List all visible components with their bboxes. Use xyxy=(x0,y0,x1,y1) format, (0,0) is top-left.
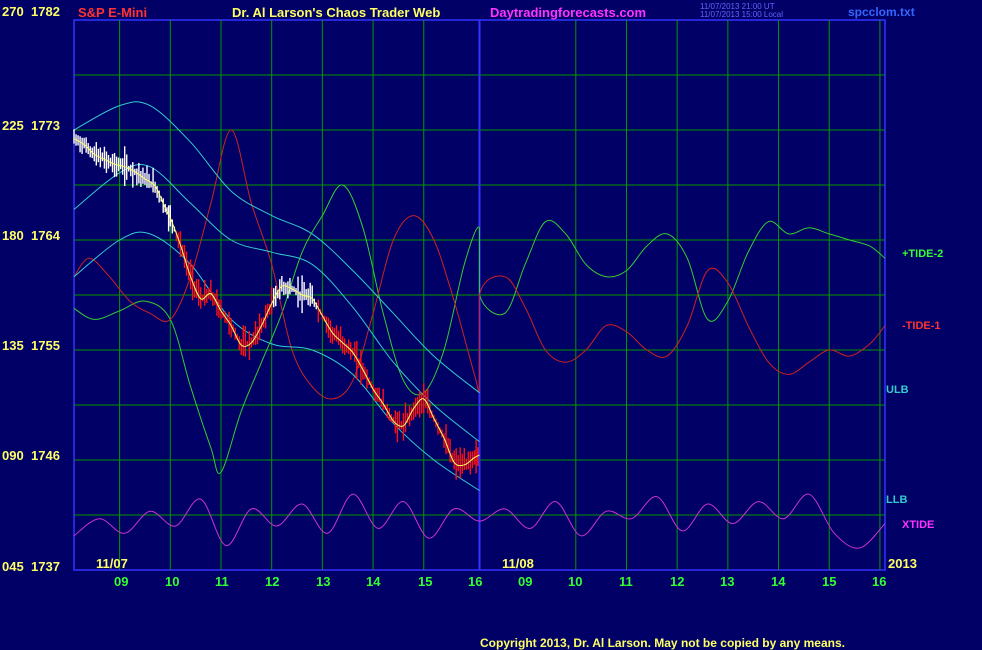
llb-label: LLB xyxy=(886,494,908,506)
y-tick-angle-180: 180 xyxy=(2,228,24,243)
x-tick-d1-16: 16 xyxy=(468,574,483,589)
x-tick-d1-14: 14 xyxy=(366,574,381,589)
tide2-label: +TIDE-2 xyxy=(902,248,944,260)
date-label-day1: 11/07 xyxy=(96,556,128,571)
year-label: 2013 xyxy=(888,556,917,571)
tide1-label: -TIDE-1 xyxy=(902,320,941,332)
band-mid-line xyxy=(73,163,480,443)
x-tick-d1-12: 12 xyxy=(265,574,280,589)
site-label: Daytradingforecasts.com xyxy=(490,5,647,20)
file-label: spcclom.txt xyxy=(848,5,915,19)
x-tick-d1-15: 15 xyxy=(418,574,433,589)
x-tick-d1-11: 11 xyxy=(215,574,229,589)
x-tick-d2-15: 15 xyxy=(822,574,837,589)
price-average-line xyxy=(73,138,480,467)
y-tick-angle-090: 090 xyxy=(2,448,24,463)
y-tick-price-1755: 1755 xyxy=(31,338,60,353)
date-label-day2: 11/08 xyxy=(502,556,534,571)
timestamp-local: 11/07/2013 15:00 Local xyxy=(700,10,784,19)
y-tick-price-1746: 1746 xyxy=(31,448,60,463)
x-tick-d2-12: 12 xyxy=(670,574,685,589)
y-tick-angle-270: 270 xyxy=(2,4,24,19)
chart-title: Dr. Al Larson's Chaos Trader Web xyxy=(232,5,441,20)
copyright-footer: Copyright 2013, Dr. Al Larson. May not b… xyxy=(480,636,845,650)
y-tick-price-1782: 1782 xyxy=(31,4,60,19)
chart-series xyxy=(73,101,886,549)
x-tick-d2-16: 16 xyxy=(872,574,887,589)
y-tick-price-1737: 1737 xyxy=(31,559,60,574)
band-upper-line xyxy=(73,101,480,394)
y-tick-price-1773: 1773 xyxy=(31,118,60,133)
tide2-line xyxy=(73,184,886,474)
band-lower-line xyxy=(73,231,480,492)
timestamp-ut: 11/07/2013 21:00 UT xyxy=(700,2,775,11)
x-tick-d2-10: 10 xyxy=(568,574,583,589)
y-tick-angle-225: 225 xyxy=(2,118,24,133)
y-tick-angle-045: 045 xyxy=(2,559,24,574)
xtide-line xyxy=(73,493,886,549)
tide1-line xyxy=(73,129,886,400)
x-tick-d2-13: 13 xyxy=(720,574,735,589)
x-tick-d1-13: 13 xyxy=(316,574,331,589)
xtide-label: XTIDE xyxy=(902,519,935,531)
instrument-label: S&P E-Mini xyxy=(78,5,148,20)
x-tick-d2-11: 11 xyxy=(619,574,633,589)
y-tick-angle-135: 135 xyxy=(2,338,24,353)
x-tick-d1-09: 09 xyxy=(114,574,129,589)
y-tick-price-1764: 1764 xyxy=(31,228,60,243)
x-tick-d2-14: 14 xyxy=(771,574,786,589)
x-tick-d2-09: 09 xyxy=(518,574,533,589)
x-tick-d1-10: 10 xyxy=(165,574,180,589)
ulb-label: ULB xyxy=(886,384,909,396)
